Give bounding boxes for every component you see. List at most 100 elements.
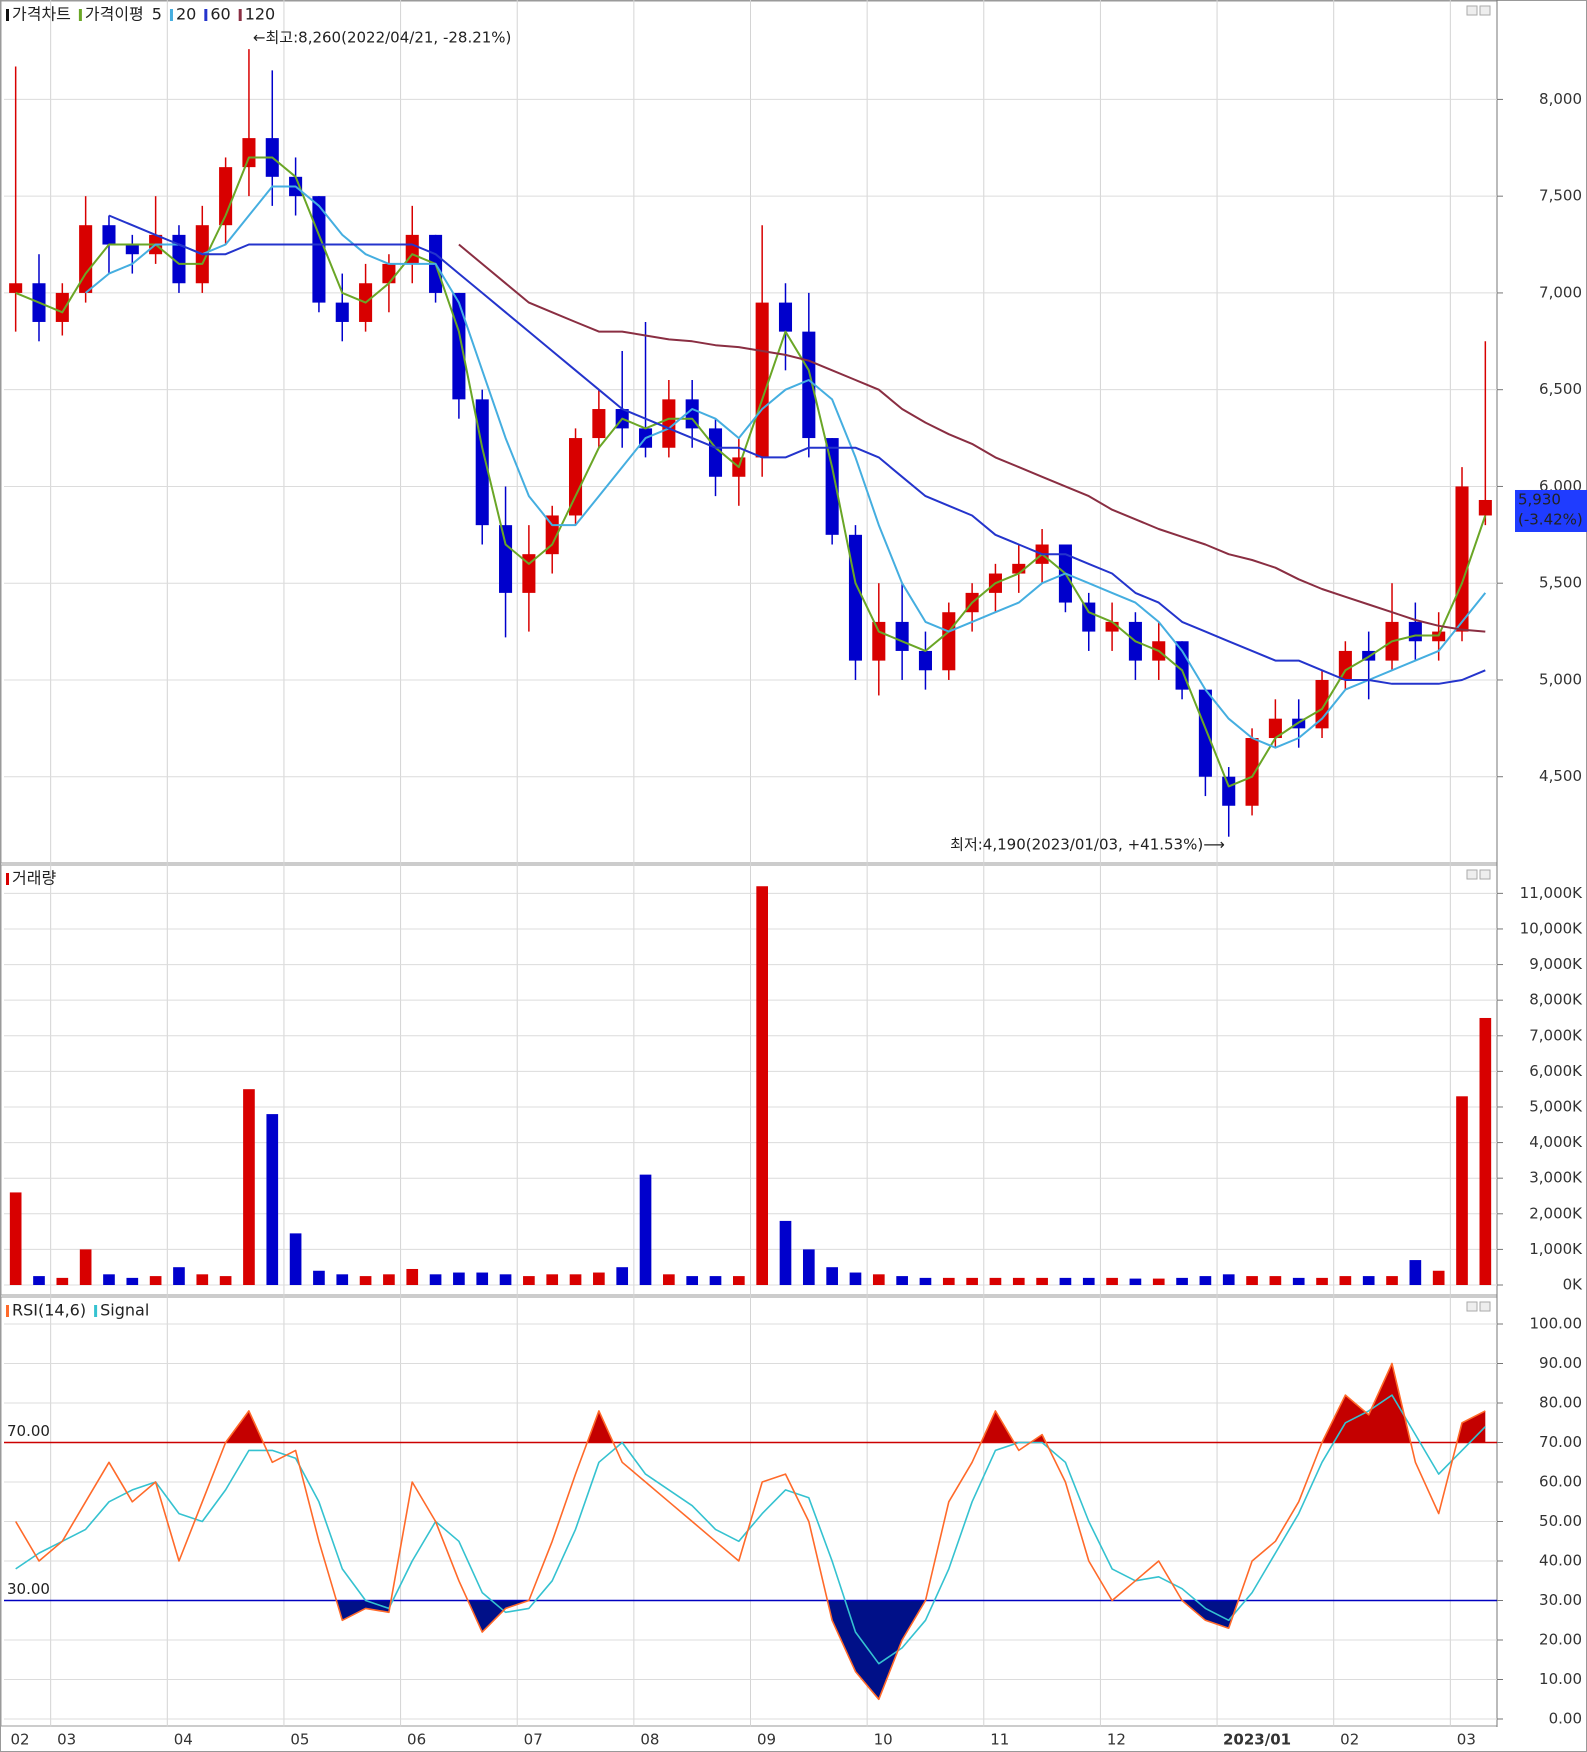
volume-bar bbox=[569, 1274, 582, 1285]
volume-bar bbox=[243, 1089, 255, 1285]
x-tick-label: 03 bbox=[57, 1731, 76, 1749]
volume-bar bbox=[149, 1276, 162, 1285]
reference-label: 70.00 bbox=[7, 1422, 50, 1440]
volume-bar bbox=[9, 1192, 22, 1285]
legend-marker bbox=[204, 9, 208, 21]
candle-body bbox=[1338, 650, 1352, 680]
legend-marker bbox=[6, 1305, 9, 1317]
y-tick-label: 40.00 bbox=[1539, 1552, 1582, 1570]
window-icon bbox=[1479, 5, 1491, 16]
y-tick-label: 7,000 bbox=[1539, 283, 1582, 301]
volume-bar bbox=[1316, 1277, 1328, 1285]
volume-bar bbox=[196, 1274, 209, 1285]
y-tick-label: 100.00 bbox=[1530, 1315, 1583, 1333]
legend-label: 5 bbox=[152, 5, 162, 24]
candle-body bbox=[452, 292, 466, 400]
x-tick-label: 11 bbox=[990, 1731, 1009, 1749]
x-tick-label: 08 bbox=[640, 1731, 659, 1749]
candle-body bbox=[895, 621, 909, 651]
legend-label: Signal bbox=[100, 1301, 149, 1320]
legend-label: 가격이평 bbox=[85, 5, 144, 24]
candle-body bbox=[872, 621, 886, 661]
y-tick-label: 0K bbox=[1563, 1276, 1584, 1294]
x-tick-label: 12 bbox=[1107, 1731, 1126, 1749]
volume-bar bbox=[872, 1274, 885, 1285]
volume-bar bbox=[849, 1272, 862, 1285]
y-tick-label: 10,000K bbox=[1520, 919, 1583, 937]
candle-body bbox=[848, 534, 863, 661]
y-tick-label: 11,000K bbox=[1520, 884, 1583, 902]
candle-body bbox=[918, 650, 932, 671]
ma-line bbox=[84, 185, 1487, 749]
candle-body bbox=[1268, 718, 1282, 739]
x-tick-label: 02 bbox=[10, 1731, 29, 1749]
volume-bar bbox=[663, 1274, 675, 1285]
volume-bar bbox=[896, 1276, 908, 1285]
y-tick-label: 5,000K bbox=[1529, 1097, 1583, 1115]
volume-bar bbox=[802, 1249, 815, 1285]
volume-bar bbox=[1012, 1277, 1025, 1285]
volume-bar bbox=[1176, 1277, 1188, 1285]
candle-body bbox=[1478, 499, 1492, 516]
volume-bar bbox=[289, 1233, 302, 1285]
legend-label: RSI(14,6) bbox=[12, 1301, 86, 1320]
volume-bar bbox=[709, 1276, 722, 1285]
volume-bar bbox=[756, 886, 768, 1285]
window-icon bbox=[1479, 1301, 1491, 1312]
ma-line bbox=[108, 214, 1486, 685]
candle-body bbox=[1222, 776, 1236, 806]
candle-body bbox=[219, 167, 233, 226]
candle-body bbox=[569, 438, 583, 516]
x-tick-label: 03 bbox=[1457, 1731, 1476, 1749]
y-tick-label: 30.00 bbox=[1539, 1591, 1582, 1609]
window-icon bbox=[1466, 5, 1478, 16]
y-tick-label: 7,000K bbox=[1529, 1026, 1583, 1044]
volume-bar bbox=[779, 1220, 792, 1285]
y-tick-label: 90.00 bbox=[1539, 1354, 1582, 1372]
legend-marker bbox=[6, 9, 9, 21]
volume-bar bbox=[942, 1277, 955, 1285]
window-icon bbox=[1479, 869, 1491, 880]
volume-bar bbox=[523, 1276, 535, 1285]
volume-bar bbox=[429, 1274, 442, 1285]
volume-bar bbox=[1152, 1278, 1165, 1285]
candle-body bbox=[1082, 602, 1096, 632]
candle-body bbox=[802, 331, 816, 439]
volume-bar bbox=[1409, 1260, 1422, 1285]
candle-body bbox=[499, 525, 513, 593]
volume-bar bbox=[919, 1277, 932, 1285]
y-tick-label: 7,500 bbox=[1539, 187, 1582, 205]
legend-marker bbox=[238, 9, 242, 21]
x-tick-label: 10 bbox=[874, 1731, 893, 1749]
y-tick-label: 20.00 bbox=[1539, 1631, 1582, 1649]
candle-body bbox=[1455, 486, 1469, 632]
x-tick-label: 07 bbox=[524, 1731, 543, 1749]
y-tick-label: 4,500 bbox=[1539, 767, 1582, 785]
window-icon bbox=[1466, 869, 1478, 880]
candle-body bbox=[685, 399, 699, 429]
candle-body bbox=[1012, 563, 1026, 574]
y-tick-label: 0.00 bbox=[1549, 1710, 1582, 1728]
y-tick-label: 70.00 bbox=[1539, 1433, 1582, 1451]
y-tick-label: 6,000K bbox=[1529, 1062, 1583, 1080]
legend-label: 가격차트 bbox=[12, 5, 71, 24]
y-tick-label: 50.00 bbox=[1539, 1512, 1582, 1530]
annotation: ←최고:8,260(2022/04/21, -28.21%) bbox=[253, 29, 511, 47]
y-tick-label: 6,500 bbox=[1539, 380, 1582, 398]
candle-body bbox=[592, 409, 606, 439]
volume-bar bbox=[453, 1272, 465, 1285]
candle-body bbox=[55, 292, 69, 322]
volume-bar bbox=[103, 1274, 115, 1285]
annotation: 최저:4,190(2023/01/03, +41.53%)⟶ bbox=[950, 836, 1225, 854]
volume-bar bbox=[686, 1276, 699, 1285]
candle-body bbox=[662, 399, 676, 448]
volume-bar bbox=[1036, 1277, 1048, 1285]
candle-body bbox=[1245, 738, 1259, 806]
volume-bar bbox=[1222, 1274, 1235, 1285]
volume-bar bbox=[1432, 1270, 1445, 1285]
volume-bar bbox=[33, 1276, 45, 1285]
indicator-line bbox=[15, 1394, 1486, 1665]
volume-bar bbox=[1199, 1276, 1212, 1285]
volume-bar bbox=[989, 1277, 1002, 1285]
